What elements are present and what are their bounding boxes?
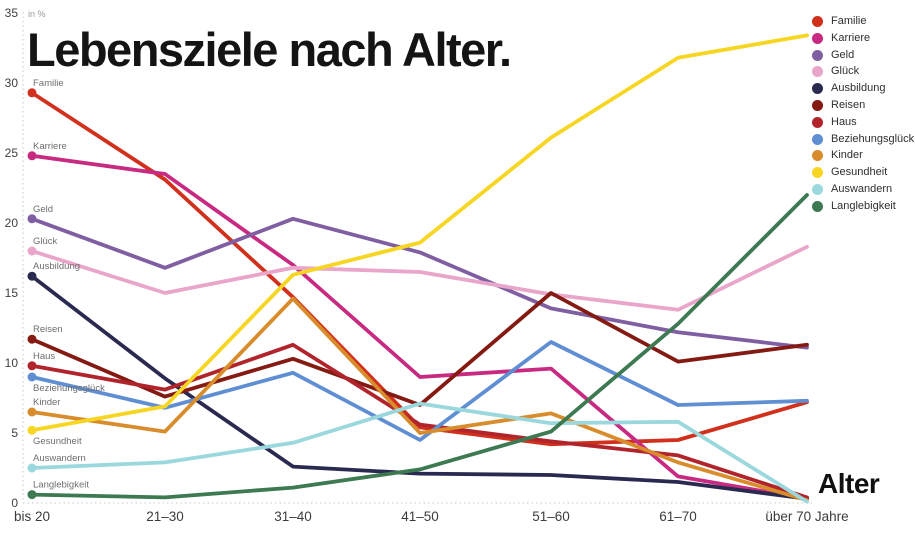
legend-dot-icon — [812, 116, 823, 128]
legend-item-glück: Glück — [812, 65, 914, 78]
series-start-dot — [27, 372, 37, 382]
series-line-glück — [30, 244, 809, 312]
series-start-dot — [27, 271, 37, 281]
x-tick-label: 21–30 — [146, 509, 184, 524]
series-label: Kinder — [33, 397, 60, 408]
legend-label: Kinder — [831, 149, 863, 162]
legend-item-karriere: Karriere — [812, 31, 914, 44]
series-line-gesundheit — [30, 33, 809, 433]
series-start-dot — [27, 407, 37, 417]
series-start-dot — [27, 361, 37, 371]
series-start-dot — [27, 490, 37, 500]
series-line-karriere — [30, 153, 809, 501]
legend-item-familie: Familie — [812, 16, 914, 27]
series-label: Reisen — [33, 324, 63, 335]
y-tick-label: 10 — [5, 356, 19, 370]
y-tick-label: 20 — [5, 216, 19, 230]
legend-label: Reisen — [831, 98, 866, 111]
series-label: Karriere — [33, 141, 67, 152]
x-axis-title: Alter — [818, 468, 880, 499]
legend-item-beziehungsglück: Beziehungsglück — [812, 132, 915, 145]
y-tick-label: 5 — [11, 426, 18, 440]
legend-dot-icon — [812, 83, 823, 95]
series-label: Gesundheit — [33, 436, 82, 447]
legend-label: Beziehungsglück — [831, 132, 915, 145]
legend-dot-icon — [812, 133, 823, 145]
legend-dot-icon — [812, 32, 823, 44]
x-tick-label: 41–50 — [401, 509, 439, 524]
series-line-familie — [30, 90, 809, 447]
x-tick-label: 61–70 — [659, 509, 697, 524]
series-label: Familie — [33, 78, 64, 89]
legend: Familie Karriere Geld Glück Ausbildung Reisen… — [812, 16, 914, 212]
legend-item-haus: Haus — [812, 115, 914, 128]
y-tick-label: 0 — [11, 496, 18, 510]
legend-dot-icon — [812, 49, 823, 61]
legend-label: Familie — [831, 15, 867, 27]
x-tick-label: bis 20 — [14, 509, 50, 524]
legend-item-gesundheit: Gesundheit — [812, 166, 914, 179]
legend-item-ausbildung: Ausbildung — [812, 82, 914, 95]
legend-item-kinder: Kinder — [812, 149, 914, 162]
series-line-auswandern — [30, 401, 809, 504]
series-start-dot — [27, 88, 37, 98]
y-tick-label: 15 — [5, 286, 19, 300]
series-line-geld — [30, 216, 809, 350]
series-label: Auswandern — [33, 453, 86, 464]
legend-dot-icon — [812, 167, 823, 179]
y-tick-label: 30 — [5, 76, 19, 90]
series-label: Ausbildung — [33, 261, 80, 272]
legend-item-geld: Geld — [812, 48, 914, 61]
legend-dot-icon — [812, 99, 823, 111]
unit-label: in % — [28, 9, 46, 19]
legend-label: Gesundheit — [831, 166, 888, 179]
legend-label: Ausbildung — [831, 82, 886, 95]
legend-item-langlebigkeit: Langlebigkeit — [812, 199, 914, 212]
legend-dot-icon — [812, 16, 823, 27]
series-line-ausbildung — [30, 274, 809, 501]
series-label: Geld — [33, 204, 53, 215]
page-title: Lebensziele nach Alter. — [27, 23, 512, 76]
y-tick-label: 35 — [5, 6, 19, 20]
series-start-dot — [27, 151, 37, 161]
x-tick-label: 51–60 — [532, 509, 570, 524]
series-start-dot — [27, 463, 37, 473]
series-start-dot — [27, 214, 37, 224]
legend-label: Haus — [831, 115, 857, 128]
legend-label: Langlebigkeit — [831, 199, 896, 212]
legend-dot-icon — [812, 200, 823, 212]
legend-label: Glück — [831, 65, 860, 78]
series-start-dot — [27, 425, 37, 435]
series-start-dot — [27, 246, 37, 256]
y-tick-label: 25 — [5, 146, 19, 160]
series-label: Beziehungsglück — [33, 383, 105, 394]
legend-item-reisen: Reisen — [812, 98, 914, 111]
x-tick-label: über 70 Jahre — [765, 509, 848, 524]
legend-item-auswandern: Auswandern — [812, 182, 914, 195]
legend-dot-icon — [812, 66, 823, 78]
x-tick-label: 31–40 — [274, 509, 312, 524]
series-label: Langlebigkeit — [33, 480, 89, 491]
series-label: Glück — [33, 236, 58, 247]
legend-label: Karriere — [831, 31, 871, 44]
legend-dot-icon — [812, 183, 823, 195]
series-line-kinder — [30, 296, 809, 503]
series-start-dot — [27, 334, 37, 344]
series-line-langlebigkeit — [30, 193, 809, 500]
legend-label: Geld — [831, 48, 855, 61]
series-line-haus — [30, 342, 809, 500]
series-label: Haus — [33, 351, 55, 362]
legend-label: Auswandern — [831, 182, 893, 195]
legend-dot-icon — [812, 150, 823, 162]
